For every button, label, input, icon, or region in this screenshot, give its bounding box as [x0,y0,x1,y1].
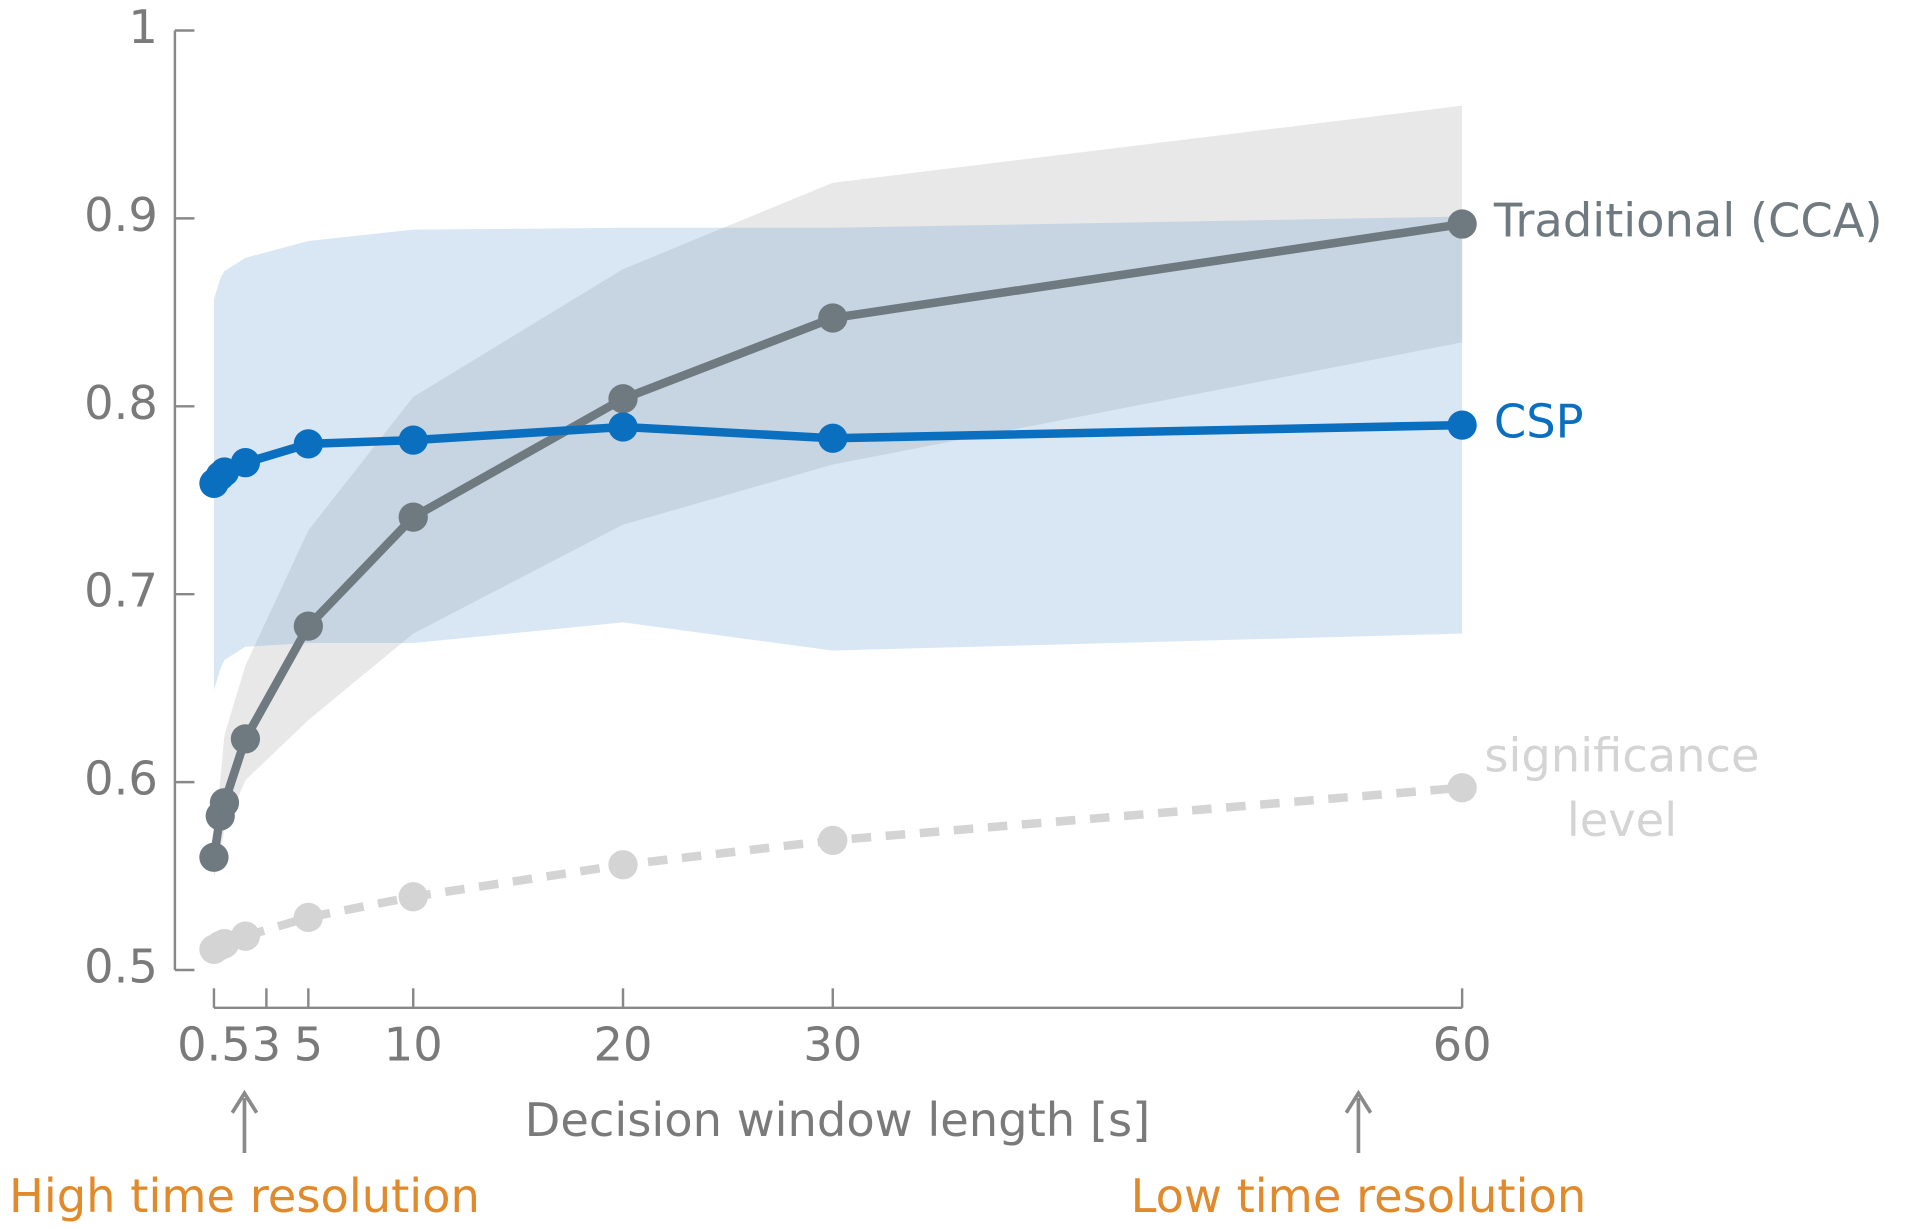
x-tick-label: 30 [803,1018,862,1072]
annotation: Low time resolution [1131,1169,1587,1223]
confidence-band [213,105,1463,878]
y-tick-label: 0.5 [84,939,158,993]
marker [230,921,261,951]
y-tick-label: 1 [128,0,158,54]
annotation: High time resolution [9,1169,480,1223]
marker [293,611,323,641]
x-tick-label: 0.5 [177,1018,251,1072]
marker [608,384,638,414]
marker [230,448,261,478]
marker [818,825,848,855]
x-axis-label: Decision window length [s] [525,1093,1151,1147]
marker [608,412,638,442]
arrow-head [230,1089,259,1114]
marker [398,425,428,455]
marker [398,882,428,912]
x-tick-label: 20 [594,1018,653,1072]
confidence-band [213,216,1463,691]
y-tick-label: 0.9 [84,188,158,242]
series-line [211,783,1463,953]
marker [818,423,848,453]
series-label: significance level [1484,728,1759,847]
marker [1447,773,1477,803]
x-tick-label: 3 [252,1018,282,1072]
marker [1447,410,1477,440]
marker [209,788,240,818]
series-label: Traditional (CCA) [1493,194,1883,248]
marker [199,842,229,872]
y-tick-label: 0.7 [84,564,158,618]
x-tick-label: 60 [1433,1018,1492,1072]
marker [230,724,261,754]
y-tick-label: 0.8 [84,376,158,430]
series-label: CSP [1494,395,1584,449]
x-tick-label: 10 [384,1018,443,1072]
marker [398,502,428,532]
arrow-head [1344,1089,1373,1114]
x-tick-label: 5 [294,1018,324,1072]
marker [818,303,848,333]
marker [293,902,323,933]
marker [608,850,638,880]
marker [1447,209,1477,239]
y-tick-label: 0.6 [84,752,158,806]
marker [293,429,323,459]
